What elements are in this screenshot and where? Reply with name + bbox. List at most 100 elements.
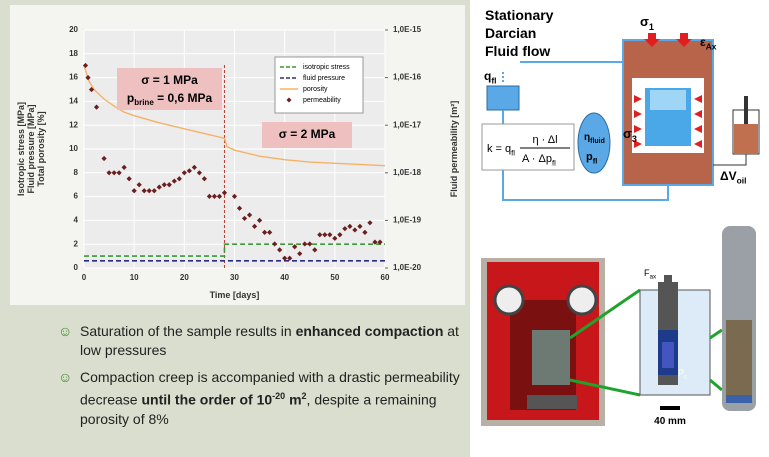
data-point [292, 244, 298, 250]
data-point [82, 62, 89, 69]
formula-denominator-sub: fl [552, 158, 556, 167]
y-tick-label: 2 [74, 239, 79, 248]
data-point [317, 232, 323, 238]
data-point [151, 188, 157, 194]
data-point [277, 247, 283, 253]
data-point [352, 227, 358, 233]
diagram-title: Darcian [485, 25, 536, 41]
y-tick-label: 4 [74, 216, 79, 225]
data-point [221, 190, 228, 196]
sigma1-sub: 1 [649, 22, 654, 32]
bullet: ☺ Compaction creep is accompanied with a … [58, 368, 475, 429]
confining-pressure: Pc [678, 368, 687, 381]
data-point [302, 241, 308, 247]
data-point [262, 229, 268, 235]
x-tick-label: 20 [180, 273, 189, 282]
y-tick-label: 12 [69, 120, 78, 129]
data-point [272, 241, 278, 247]
formula-lhs-main: k = q [487, 143, 511, 155]
sigma1: σ1 [640, 14, 654, 32]
formula-lhs: k = qfl [487, 143, 515, 157]
data-point [161, 182, 167, 188]
data-point [251, 223, 258, 229]
bullet-text: at low pressures [80, 323, 459, 358]
y-tick-label: 18 [69, 49, 78, 58]
data-point [93, 104, 100, 110]
data-point [297, 251, 303, 257]
axial-force: Fax [644, 268, 657, 281]
bullet-text: -20 [272, 391, 286, 401]
data-point [367, 220, 373, 226]
y2-tick-label: 1,0E-18 [393, 168, 422, 177]
bullet-icon: ☺ [58, 369, 73, 385]
fluid-pressure-sub: fl [593, 156, 598, 165]
data-point [166, 182, 172, 188]
y2-tick-label: 1,0E-20 [393, 263, 422, 272]
scale-label: 40 mm [654, 416, 686, 427]
x-tick-label: 40 [280, 273, 289, 282]
legend-marker [286, 97, 292, 103]
confining-pressure-sub: c [684, 374, 687, 381]
bullet-icon: ☺ [58, 323, 73, 339]
data-point [186, 168, 192, 174]
y-axis-label: Isotropic stress [MPa] [16, 102, 26, 196]
annotation-part: brine [134, 98, 154, 107]
data-point [287, 255, 293, 261]
annotation: σ = 2 MPa [279, 127, 336, 141]
bullet-text: Compaction creep is accompanied with a d… [80, 369, 460, 408]
data-point [307, 241, 313, 247]
data-point [347, 223, 353, 229]
y-tick-label: 14 [69, 97, 78, 106]
flow-rate-main: q [484, 69, 491, 83]
legend-label: isotropic stress [303, 64, 350, 71]
data-point [85, 75, 91, 81]
data-point [332, 235, 338, 241]
bullet-text: m [285, 391, 302, 408]
y2-axis-label: Fluid permeability [m²] [449, 101, 459, 198]
data-point [327, 232, 333, 238]
data-point [256, 217, 263, 223]
data-point [267, 229, 273, 235]
data-point [241, 215, 248, 222]
data-point [211, 193, 218, 199]
data-point [201, 176, 207, 182]
data-point [171, 178, 177, 184]
axial-force-sub: ax [650, 274, 658, 281]
x-tick-label: 0 [82, 273, 87, 282]
epsilon-sub: Ax [706, 42, 717, 52]
oil-volume-main: ΔV [720, 169, 737, 183]
series-line [83, 65, 386, 167]
setup-diagram [481, 33, 760, 201]
bullet-text: , despite a remaining porosity of 8% [80, 391, 437, 427]
annotation-box [262, 122, 352, 148]
confining-pressure-main: P [678, 368, 684, 378]
annotation: pbrine = 0,6 MPa [127, 91, 213, 107]
data-point [282, 255, 288, 261]
formula-denominator: A · Δpfl [522, 153, 556, 167]
bullet-text: Saturation of the sample results in [80, 323, 296, 339]
data-point [121, 164, 127, 170]
bullet-text: enhanced compaction [295, 323, 444, 339]
formula-numerator: η · Δl [532, 134, 557, 146]
annotation-part: p [127, 91, 134, 105]
data-point [312, 247, 318, 253]
annotation-part: σ = 1 MPa [141, 73, 198, 87]
formula-lhs-sub: fl [511, 148, 515, 157]
y-tick-label: 20 [69, 25, 78, 34]
formula-denominator-main: A · Δp [522, 153, 552, 165]
legend-label: permeability [303, 97, 341, 104]
y-tick-label: 8 [74, 168, 79, 177]
data-point [231, 193, 238, 199]
data-point [101, 155, 107, 162]
annotation: σ = 1 MPa [141, 73, 198, 87]
legend-label: porosity [303, 86, 328, 93]
y2-tick-label: 1,0E-17 [393, 120, 422, 129]
epsilon-main: ε [700, 35, 706, 49]
x-axis-label: Time [days] [210, 290, 260, 300]
data-point [116, 170, 122, 176]
viscosity-main: η [584, 132, 590, 143]
sigma1-main: σ [640, 14, 649, 29]
data-point [216, 193, 223, 199]
y2-tick-label: 1,0E-16 [393, 73, 422, 82]
